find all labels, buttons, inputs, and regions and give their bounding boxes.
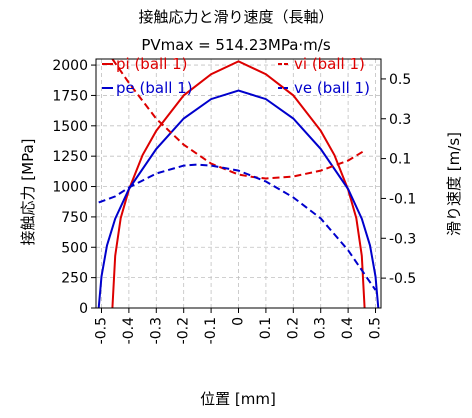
legend-label: ve (ball 1)	[294, 79, 370, 97]
y-axis-label: 接触応力 [MPa]	[19, 139, 37, 246]
x-axis-label: 位置 [mm]	[200, 390, 276, 408]
y-axis-right: 0.5 0.3 0.1 -0.1 -0.3 -0.5	[381, 72, 416, 287]
legend: pi (ball 1) pe (ball 1) vi (ball 1) ve (bal…	[102, 55, 370, 97]
x-tick-label: 0.1	[258, 317, 274, 339]
y-tick-label: 0	[79, 301, 88, 317]
y2-tick-label: -0.1	[389, 191, 416, 207]
chart-subtitle: PVmax = 514.23MPa·m/s	[141, 36, 331, 54]
x-tick-label: -0.1	[203, 317, 219, 344]
y2-tick-label: 0.5	[389, 72, 411, 88]
y-tick-label: 1000	[52, 180, 88, 196]
y-tick-label: 1250	[52, 149, 88, 165]
x-tick-label: -0.5	[93, 317, 109, 344]
legend-label: pe (ball 1)	[116, 79, 193, 97]
y2-tick-label: -0.3	[389, 231, 416, 247]
y-tick-label: 750	[61, 210, 88, 226]
y-tick-label: 1750	[52, 88, 88, 104]
series-group	[97, 58, 380, 309]
x-tick-label: 0.4	[340, 317, 356, 339]
x-tick-label: -0.4	[121, 317, 137, 344]
series-line-vi	[111, 58, 366, 180]
legend-label: vi (ball 1)	[294, 55, 365, 73]
x-tick-label: 0.3	[313, 317, 329, 339]
x-axis: -0.5 -0.4 -0.3 -0.2 -0.1 0 0.1 0.2 0.3 0.4 0.5	[93, 308, 384, 344]
y2-axis-label: 滑り速度 [m/s]	[445, 132, 463, 236]
x-tick-label: 0	[231, 317, 247, 326]
legend-label: pi (ball 1)	[116, 55, 188, 73]
series-line-pi	[111, 60, 366, 309]
y-axis-left: 0 250 500 750 1000 1250 1500 1750 2000	[52, 58, 96, 317]
x-tick-label: -0.3	[148, 317, 164, 344]
series-line-ve	[98, 163, 377, 291]
series-line-pe	[97, 89, 380, 309]
y-tick-label: 250	[61, 271, 88, 287]
y2-tick-label: 0.1	[389, 152, 411, 168]
y2-tick-label: -0.5	[389, 271, 416, 287]
y-tick-label: 2000	[52, 58, 88, 74]
y2-tick-label: 0.3	[389, 112, 411, 128]
x-tick-label: -0.2	[176, 317, 192, 344]
y-tick-label: 1500	[52, 119, 88, 135]
x-tick-label: 0.2	[285, 317, 301, 339]
chart-title: 接触応力と滑り速度（長軸）	[138, 8, 333, 26]
x-tick-label: 0.5	[368, 317, 384, 339]
y-tick-label: 500	[61, 240, 88, 256]
